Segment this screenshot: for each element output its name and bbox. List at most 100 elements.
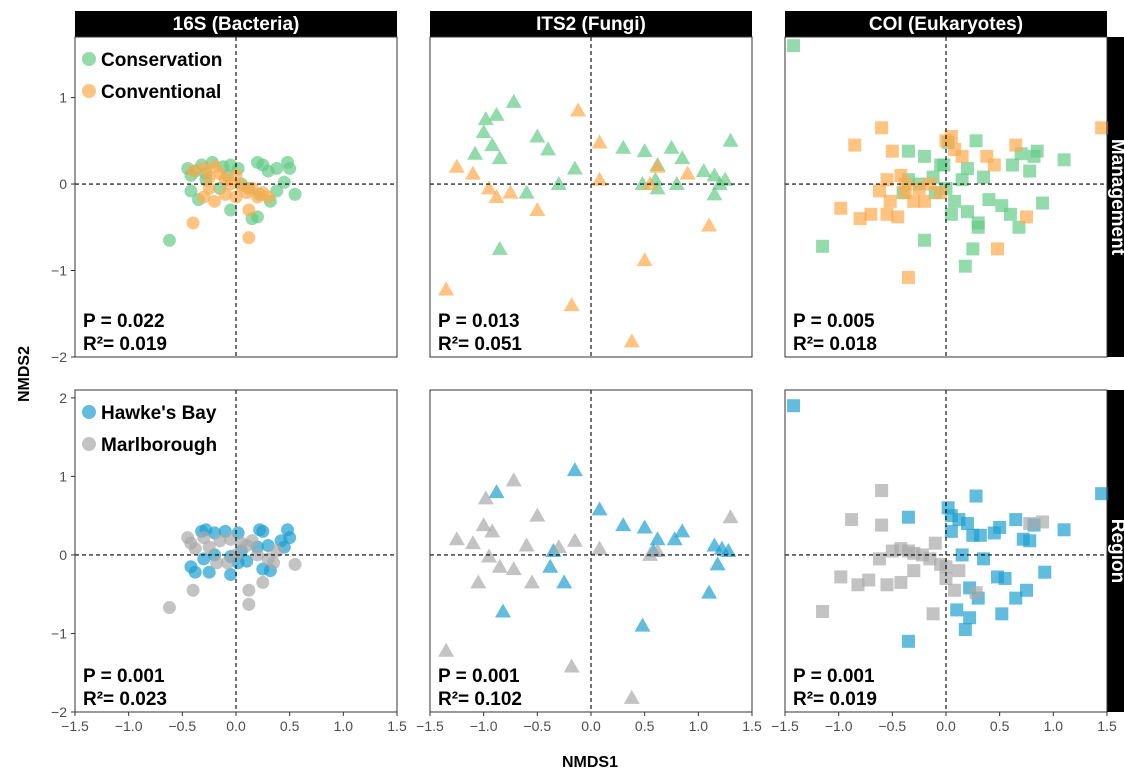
point-marlborough: [834, 570, 848, 584]
point-conventional: [891, 210, 905, 224]
point-conservation: [529, 128, 546, 143]
point-conservation: [484, 137, 501, 152]
point-marlborough: [969, 586, 983, 600]
y-tick-label: −2: [51, 704, 67, 720]
p-value-label: P = 0.001: [793, 666, 875, 687]
point-conventional: [261, 190, 275, 204]
row-strip-label: Region: [1107, 519, 1124, 583]
point-marlborough: [1036, 515, 1050, 529]
point-marlborough: [448, 531, 465, 546]
point-conservation: [224, 203, 238, 217]
point-conservation: [982, 193, 996, 207]
point-hawke-s-bay: [556, 574, 573, 589]
facet-strip-its2-fungi: [430, 11, 752, 37]
p-value-label: P = 0.005: [793, 311, 875, 332]
point-conservation: [566, 160, 583, 175]
point-conventional: [186, 164, 200, 178]
panel-management-coi-eukaryotes-points: [787, 39, 1109, 284]
point-marlborough: [475, 517, 492, 532]
point-conventional: [991, 242, 1005, 256]
point-conventional: [591, 134, 608, 149]
point-hawke-s-bay: [1023, 534, 1037, 548]
point-conservation: [977, 170, 991, 184]
point-conservation: [184, 184, 198, 198]
point-hawke-s-bay: [720, 543, 737, 557]
point-conventional: [242, 231, 256, 245]
point-marlborough: [288, 557, 302, 571]
x-tick-label: −1.0: [825, 718, 853, 734]
y-tick-label: 0: [59, 547, 67, 563]
point-hawke-s-bay: [674, 523, 691, 538]
point-conventional: [218, 187, 232, 201]
point-hawke-s-bay: [995, 607, 1009, 621]
point-marlborough: [224, 532, 238, 546]
point-marlborough: [477, 490, 494, 505]
x-tick-label: −1.5: [61, 718, 89, 734]
point-hawke-s-bay: [787, 399, 801, 413]
x-tick-label: 1.0: [334, 718, 354, 734]
x-tick-label: −0.5: [879, 718, 907, 734]
x-tick-label: 1.5: [387, 718, 407, 734]
point-conservation: [934, 158, 948, 172]
point-hawke-s-bay: [963, 611, 977, 625]
facet-strip-coi-eukaryotes: [785, 11, 1107, 37]
panel-management-16s-bacteria-points: [162, 155, 302, 247]
point-conservation: [722, 132, 739, 147]
point-marlborough: [923, 552, 937, 566]
point-marlborough: [1023, 517, 1037, 531]
point-marlborough: [880, 578, 894, 592]
point-hawke-s-bay: [649, 531, 666, 546]
y-tick-label: 0: [59, 176, 67, 192]
point-hawke-s-bay: [1038, 565, 1052, 579]
panel-management-its2-fungi-points: [438, 93, 739, 348]
point-marlborough: [907, 564, 921, 578]
x-tick-label: 1.5: [1097, 718, 1117, 734]
point-conventional: [636, 252, 653, 267]
point-marlborough: [162, 601, 176, 615]
point-marlborough: [529, 507, 546, 522]
point-marlborough: [481, 548, 498, 563]
point-marlborough: [464, 535, 481, 550]
point-marlborough: [188, 542, 202, 556]
point-conservation: [918, 233, 932, 247]
point-conservation: [816, 239, 830, 253]
point-hawke-s-bay: [998, 571, 1012, 585]
panel-management-its2-fungi-border: [429, 36, 753, 358]
point-marlborough: [505, 472, 522, 487]
point-hawke-s-bay: [542, 558, 559, 573]
point-conventional: [834, 201, 848, 215]
legend-key-conventional: [82, 84, 96, 98]
x-tick-label: 0.0: [936, 718, 956, 734]
point-hawke-s-bay: [1095, 487, 1109, 501]
point-conservation: [615, 139, 632, 154]
r-squared-label: R²= 0.023: [83, 689, 167, 710]
point-conventional: [488, 189, 505, 203]
point-hawke-s-bay: [202, 565, 216, 579]
point-conservation: [787, 39, 801, 53]
facet-strip-label: 16S (Bacteria): [173, 14, 300, 35]
legend-key-conservation: [82, 52, 96, 66]
point-hawke-s-bay: [634, 617, 651, 632]
point-hawke-s-bay: [950, 603, 964, 617]
point-conservation: [1006, 158, 1020, 172]
point-marlborough: [256, 575, 270, 589]
point-marlborough: [438, 642, 455, 657]
point-conventional: [529, 201, 546, 216]
point-conventional: [186, 216, 200, 230]
data-points: [162, 39, 1109, 704]
facet-strip-label: COI (Eukaryotes): [869, 14, 1023, 35]
row-strip-management: [1107, 37, 1124, 357]
point-conventional: [853, 212, 867, 226]
y-tick-label: −1: [51, 625, 67, 641]
panel-management-16s-bacteria-border: [74, 36, 398, 358]
point-conservation: [1003, 207, 1017, 221]
point-conventional: [883, 194, 897, 208]
legend-label-hawke-s-bay: Hawke's Bay: [101, 403, 217, 424]
y-axis-title: NMDS2: [16, 346, 33, 402]
x-tick-label: 0.0: [226, 718, 246, 734]
point-marlborough: [267, 556, 281, 570]
point-conventional: [1009, 138, 1023, 152]
panel-management-its2-fungi-background: [430, 37, 752, 357]
legend-label-conventional: Conventional: [101, 82, 221, 103]
panel-region-coi-eukaryotes-points: [787, 399, 1109, 648]
